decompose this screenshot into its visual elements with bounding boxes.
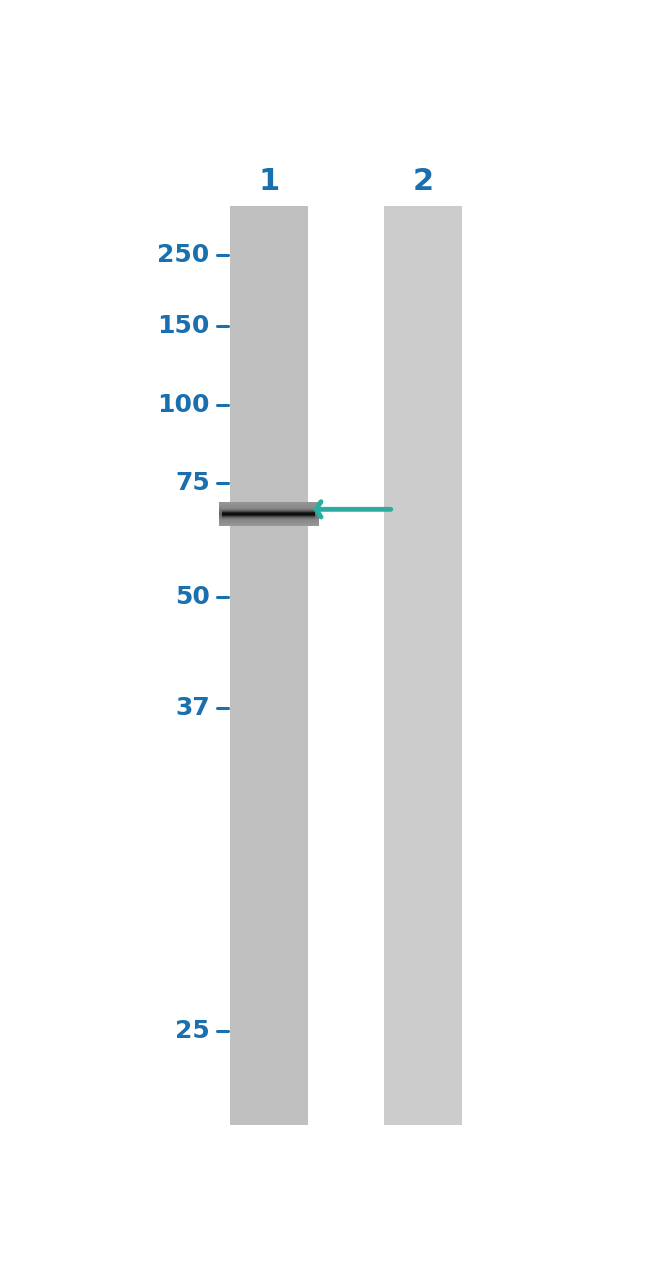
Bar xyxy=(219,505,318,507)
Text: 2: 2 xyxy=(412,168,434,197)
Bar xyxy=(219,516,318,517)
Bar xyxy=(219,521,318,522)
Text: 25: 25 xyxy=(175,1019,210,1043)
Bar xyxy=(219,512,318,513)
Text: 250: 250 xyxy=(157,243,210,267)
Text: 100: 100 xyxy=(157,392,210,417)
Bar xyxy=(219,519,318,521)
Bar xyxy=(219,525,318,526)
Text: 75: 75 xyxy=(175,471,210,495)
Bar xyxy=(219,508,318,509)
Bar xyxy=(219,507,318,508)
Bar xyxy=(219,513,318,514)
Bar xyxy=(219,517,318,518)
Text: 50: 50 xyxy=(175,585,210,610)
Bar xyxy=(219,502,318,503)
Bar xyxy=(219,514,318,516)
Bar xyxy=(219,509,318,511)
Bar xyxy=(219,511,318,512)
Bar xyxy=(219,523,318,525)
Bar xyxy=(219,504,318,505)
Text: 1: 1 xyxy=(258,168,280,197)
Bar xyxy=(219,508,318,511)
Bar xyxy=(384,206,462,1125)
Bar xyxy=(230,206,308,1125)
Bar xyxy=(219,522,318,523)
Bar xyxy=(219,523,318,525)
Bar xyxy=(219,518,318,519)
Bar xyxy=(219,512,318,514)
Bar xyxy=(219,503,318,504)
Text: 37: 37 xyxy=(175,696,210,720)
Bar xyxy=(219,516,318,517)
Bar xyxy=(219,504,318,507)
Bar xyxy=(219,519,318,521)
Text: 150: 150 xyxy=(157,315,210,339)
